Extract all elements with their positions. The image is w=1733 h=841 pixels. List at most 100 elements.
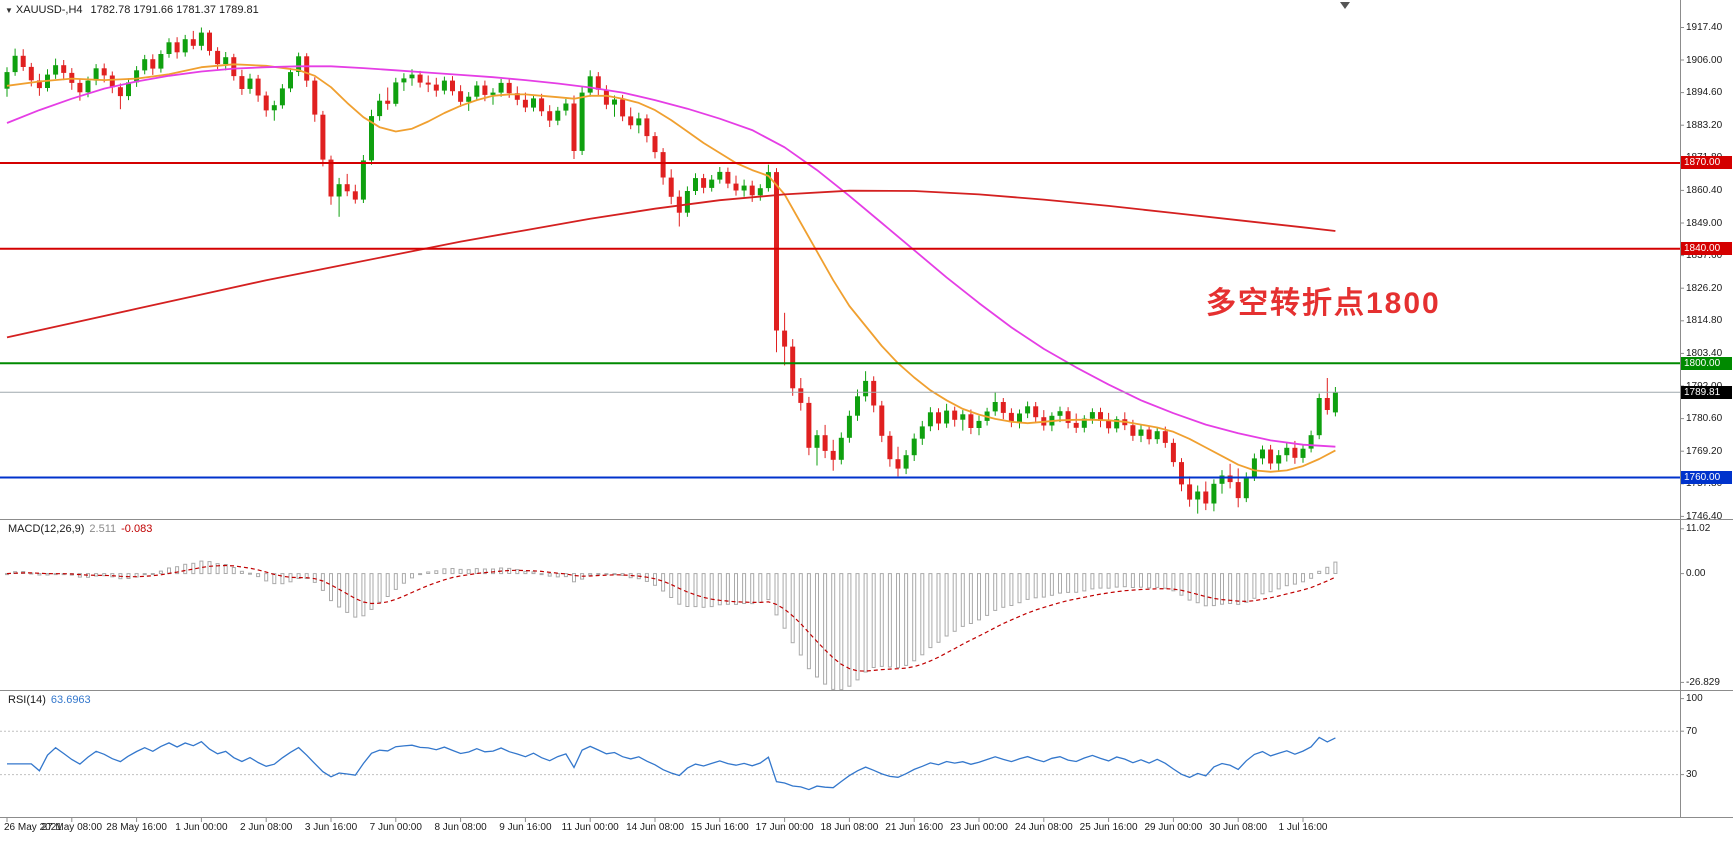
macd-bar bbox=[1284, 573, 1289, 587]
macd-bar bbox=[272, 573, 277, 585]
macd-bar bbox=[855, 573, 860, 681]
candle-body bbox=[684, 191, 690, 213]
candle-body bbox=[182, 39, 188, 53]
candle-body bbox=[1179, 462, 1184, 485]
macd-bar bbox=[385, 573, 390, 597]
candle-body bbox=[587, 76, 593, 93]
candle-body bbox=[660, 152, 666, 178]
macd-bar bbox=[1228, 573, 1233, 604]
macd-bar bbox=[734, 573, 738, 605]
candle-body bbox=[134, 70, 140, 83]
candle-body bbox=[174, 42, 180, 53]
candle-body bbox=[887, 435, 893, 460]
macd-bar bbox=[1009, 573, 1014, 606]
macd-bar bbox=[661, 573, 666, 592]
candle-body bbox=[612, 99, 617, 105]
macd-bar bbox=[369, 573, 374, 610]
candle-body bbox=[749, 185, 755, 196]
candle-body bbox=[101, 68, 107, 76]
candle-body bbox=[247, 78, 253, 89]
candle-body bbox=[911, 438, 917, 456]
candle-body bbox=[150, 59, 156, 69]
macd-bar bbox=[879, 573, 884, 667]
macd-bar bbox=[377, 573, 382, 603]
candle-body bbox=[1243, 477, 1249, 499]
candle-body bbox=[571, 103, 577, 151]
macd-bar bbox=[418, 573, 423, 576]
annotation-text[interactable]: 多空转折点1800 bbox=[1206, 287, 1441, 320]
candle-body bbox=[1211, 483, 1217, 504]
macd-bar bbox=[701, 573, 706, 608]
macd-bar bbox=[863, 573, 868, 673]
candle-body bbox=[960, 414, 966, 420]
candle-body bbox=[1219, 475, 1225, 484]
time-axis-label: 18 Jun 08:00 bbox=[820, 822, 879, 833]
candle-body bbox=[239, 76, 245, 89]
macd-bar bbox=[1106, 573, 1111, 589]
price-tick-label: 1894.60 bbox=[1686, 87, 1723, 99]
macd-bar bbox=[1195, 573, 1200, 604]
time-axis-label: 30 Jun 08:00 bbox=[1209, 822, 1268, 833]
macd-bar bbox=[604, 573, 609, 576]
time-axis-label: 15 Jun 16:00 bbox=[690, 822, 749, 833]
macd-bar bbox=[183, 563, 188, 575]
candle-body bbox=[628, 116, 634, 126]
candle-body bbox=[117, 87, 123, 97]
macd-bar bbox=[1139, 573, 1143, 588]
candle-body bbox=[20, 55, 26, 67]
candle-body bbox=[693, 178, 698, 191]
macd-signal-line bbox=[6, 564, 1336, 672]
macd-bar bbox=[1301, 573, 1305, 583]
macd-bar bbox=[904, 573, 909, 666]
macd-bar bbox=[806, 573, 811, 670]
macd-bar bbox=[1179, 573, 1184, 596]
candle-body bbox=[1235, 482, 1241, 499]
macd-bar bbox=[547, 573, 552, 577]
time-axis-label: 25 Jun 16:00 bbox=[1079, 822, 1138, 833]
candle-body bbox=[304, 56, 310, 81]
candle-body bbox=[879, 405, 885, 436]
macd-bar bbox=[750, 573, 755, 605]
macd-bar bbox=[207, 561, 212, 575]
candle-body bbox=[482, 85, 488, 95]
macd-bar bbox=[1082, 573, 1087, 592]
price-tick-label: 1769.20 bbox=[1686, 445, 1723, 457]
candle-body bbox=[790, 346, 796, 389]
macd-bar bbox=[434, 570, 439, 574]
macd-bar bbox=[596, 573, 601, 575]
candle-body bbox=[1098, 412, 1103, 421]
macd-bar bbox=[361, 573, 366, 617]
macd-bar bbox=[1317, 570, 1322, 574]
candle-body bbox=[871, 380, 877, 406]
candle-body bbox=[701, 178, 707, 188]
candle-body bbox=[61, 65, 67, 73]
candle-body bbox=[450, 80, 455, 92]
candle-body bbox=[336, 184, 342, 197]
macd-bar bbox=[191, 562, 196, 575]
candle-body bbox=[166, 42, 172, 54]
macd-bar bbox=[1130, 573, 1135, 588]
macd-bar bbox=[410, 573, 414, 579]
candle-body bbox=[109, 75, 115, 88]
candle-body bbox=[441, 80, 447, 91]
candle-body bbox=[1316, 398, 1322, 436]
candle-body bbox=[652, 136, 658, 153]
macd-bar bbox=[1058, 573, 1062, 594]
macd-name: MACD(12,26,9) bbox=[8, 523, 85, 535]
macd-bar bbox=[215, 563, 220, 575]
macd-bar bbox=[1292, 573, 1297, 585]
macd-bar bbox=[555, 573, 560, 578]
macd-bar bbox=[1155, 573, 1160, 588]
macd-bar bbox=[993, 573, 998, 611]
candle-body bbox=[1332, 392, 1338, 413]
macd-bar bbox=[296, 573, 301, 579]
ma-fast-orange bbox=[6, 63, 1336, 473]
price-tick-label: 1780.60 bbox=[1686, 413, 1723, 425]
collapse-arrow-icon[interactable]: ▼ bbox=[5, 6, 13, 15]
symbol-timeframe-label: XAUUSD-,H4 bbox=[15, 4, 83, 16]
candle-body bbox=[555, 110, 561, 121]
candle-body bbox=[190, 39, 196, 46]
macd-bar bbox=[256, 573, 261, 578]
time-axis-label: 1 Jul 16:00 bbox=[1278, 822, 1328, 833]
